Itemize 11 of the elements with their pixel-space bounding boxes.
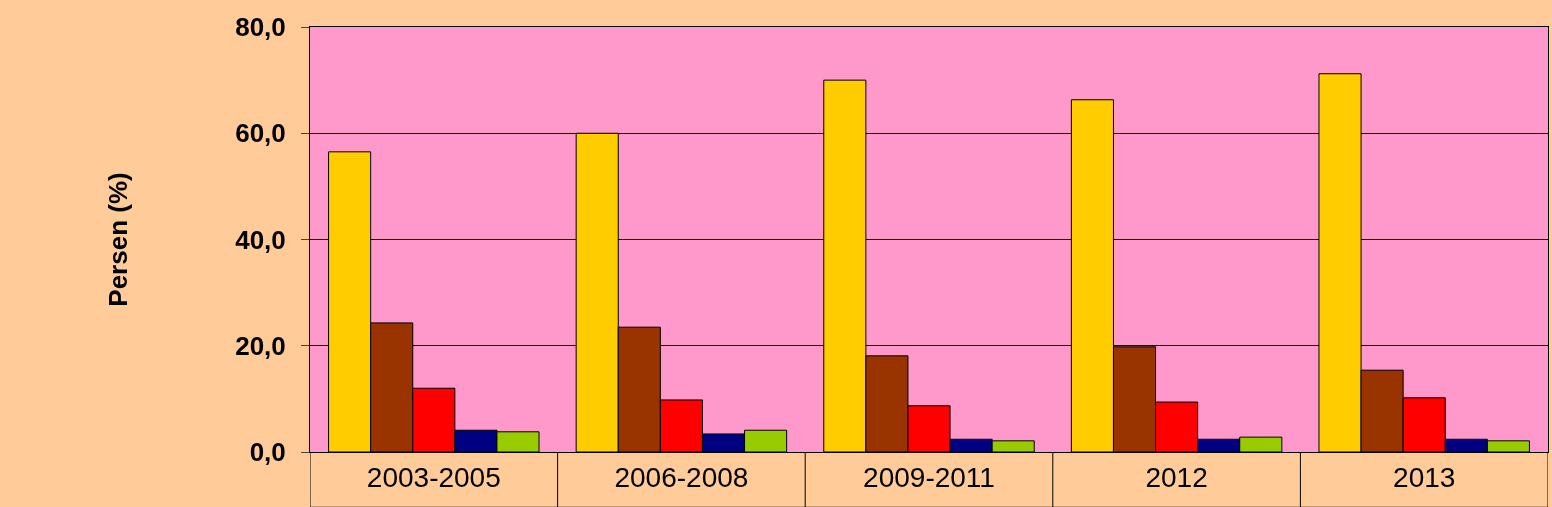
y-tick-label: 60,0: [235, 118, 286, 149]
y-tick-label: 0,0: [249, 437, 286, 468]
x-tick-label: 2009-2011: [863, 461, 995, 493]
x-tick-label: 2012: [1145, 461, 1208, 493]
y-tick-label: 80,0: [235, 12, 286, 43]
x-tick-label: 2013: [1393, 461, 1456, 493]
y-tick-label: 20,0: [235, 330, 286, 361]
x-tick-label: 2006-2008: [614, 461, 749, 493]
x-tick-label: 2003-2005: [366, 461, 501, 493]
y-axis-title: Persen (%): [102, 172, 133, 307]
y-tick-label: 40,0: [235, 224, 286, 255]
